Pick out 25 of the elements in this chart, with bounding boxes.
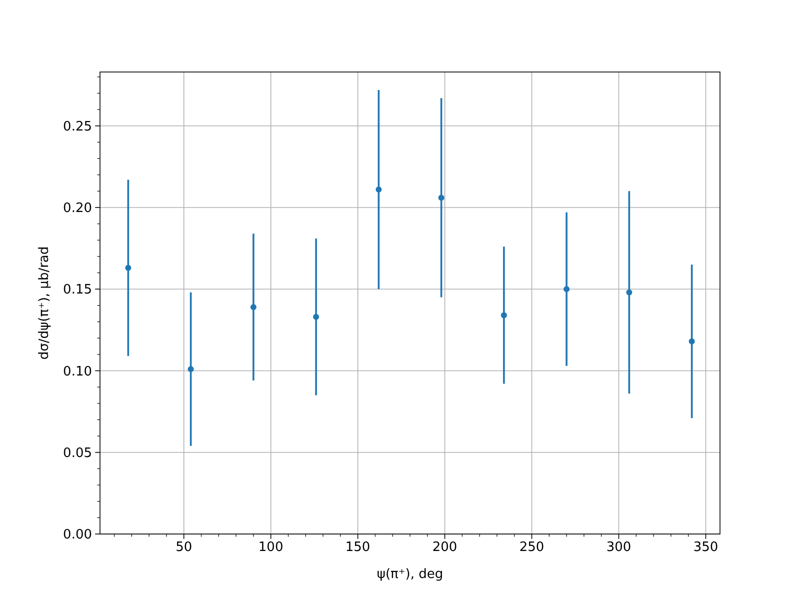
point [626, 289, 632, 296]
point [188, 366, 194, 372]
x-axis-title: ψ(π⁺), deg [376, 567, 444, 582]
point [564, 286, 570, 292]
x-tick-label: 300 [606, 540, 632, 555]
point [500, 312, 507, 318]
y-tick-label: 0.20 [63, 201, 92, 216]
x-tick-label: 250 [519, 540, 544, 555]
y-axis-title: dσ/dψ(π⁺), μb/rad [37, 246, 52, 360]
x-tick-label: 100 [258, 540, 284, 555]
point [125, 264, 132, 271]
y-tick-label: 0.25 [63, 119, 92, 134]
y-tick-label: 0.15 [63, 282, 92, 298]
point [438, 194, 444, 201]
y-tick-label: 0.10 [63, 364, 92, 380]
point [250, 304, 256, 310]
x-tick-label: 350 [693, 540, 718, 555]
x-tick-label: 50 [176, 540, 192, 555]
x-tick-label: 150 [345, 540, 370, 555]
point [688, 338, 695, 344]
y-tick-label: 0.05 [63, 446, 92, 461]
point [376, 186, 382, 193]
x-tick-label: 200 [432, 540, 458, 555]
y-tick-label: 0.00 [63, 528, 92, 543]
point [313, 314, 320, 320]
